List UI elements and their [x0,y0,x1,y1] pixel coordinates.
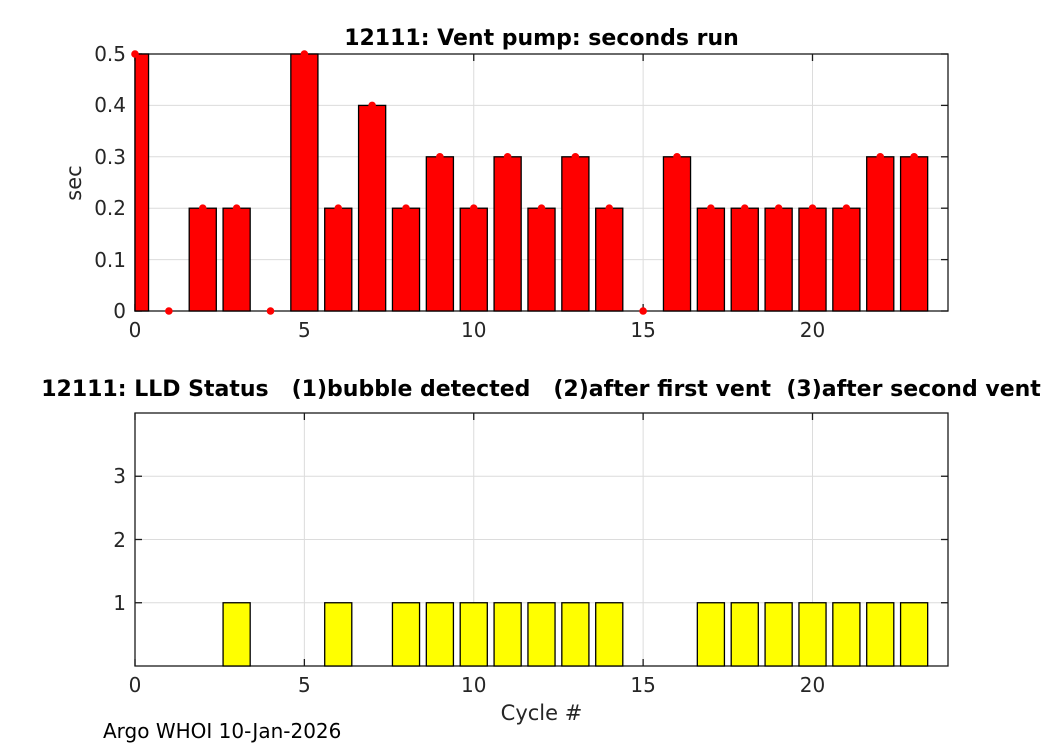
data-point-marker [571,153,580,161]
vent-seconds-bar [527,207,556,312]
data-point-marker [436,153,444,161]
lld-status-bar [324,602,353,667]
lld-status-bar [696,602,726,667]
data-point-marker [605,204,614,212]
lld-status-bar [832,602,861,667]
x-tick-label: 5 [298,318,311,342]
x-tick-label: 15 [630,318,656,342]
data-point-marker [876,153,885,161]
lld-status-bar [866,602,895,667]
lld-status-bar [798,602,827,667]
data-point-marker [707,204,715,212]
data-point-marker [673,153,681,161]
y-tick-label: 0.1 [94,247,126,272]
data-point-marker [402,204,410,212]
data-point-marker [368,101,376,110]
data-point-marker [910,153,918,161]
vent-seconds-bar [324,207,353,312]
vent-seconds-bar [493,156,522,312]
x-tick-label: 5 [298,673,311,697]
vent-seconds-bar [222,207,251,312]
vent-pump-chart-title: 12111: Vent pump: seconds run [344,26,739,51]
data-point-marker [469,204,478,212]
y-tick-label: 0.3 [94,144,126,169]
vent-seconds-bar [798,207,827,312]
data-point-marker [300,50,309,58]
y-tick-label: 0.5 [94,42,126,66]
lld-status-bar [459,602,488,667]
vent-seconds-bar [696,207,726,312]
lld-status-bar [222,602,251,667]
data-point-marker [639,307,647,315]
vent-seconds-bar [134,53,150,312]
x-tick-label: 0 [128,318,142,342]
lld-status-bar [899,602,929,667]
lld-status-bar [391,602,421,667]
data-point-marker [232,204,241,212]
vent-seconds-bar [595,207,624,312]
x-tick-label: 20 [799,318,826,342]
lld-status-bar [561,602,590,667]
x-tick-label: 0 [128,673,142,697]
y-tick-label: 2 [113,527,126,552]
data-point-marker [774,204,783,212]
lld-status-bar [764,602,793,667]
lld-status-bar [730,602,759,667]
y-tick-label: 1 [113,590,126,615]
x-tick-label: 10 [461,318,487,342]
vent-seconds-bar [425,156,455,312]
data-point-marker [266,307,275,315]
vent-seconds-bar [764,207,793,312]
data-point-marker [131,50,139,58]
x-tick-label: 10 [461,673,487,697]
data-point-marker [165,307,173,315]
lld-status-bar [595,602,624,667]
lld-status-bar [527,602,556,667]
y-tick-label: 0.2 [94,196,126,221]
vent-seconds-bar [662,156,692,312]
data-point-marker [503,153,512,161]
data-point-marker [334,204,343,212]
vent-seconds-bar [730,207,759,312]
vent-seconds-bar [561,156,590,312]
y-tick-label: 0 [113,299,126,323]
data-point-marker [842,204,851,212]
x-tick-label: 20 [799,673,826,697]
lld-status-bar [493,602,522,667]
vent-seconds-bar [357,104,387,312]
footer-credit: Argo WHOI 10-Jan-2026 [103,719,342,743]
vent-seconds-bar [899,156,929,312]
data-point-marker [537,204,546,212]
data-point-marker [808,204,817,212]
y-tick-label: 0.4 [94,93,126,118]
vent-seconds-bar [459,207,488,312]
vent-seconds-bar [866,156,895,312]
cycle-number-xlabel: Cycle # [500,701,583,725]
lld-status-bar [425,602,455,667]
vent-seconds-bar [832,207,861,312]
y-tick-label: 3 [113,464,126,489]
data-point-marker [740,204,749,212]
vent-seconds-bar [290,53,319,312]
x-tick-label: 15 [630,673,656,697]
lld-status-chart-title: 12111: LLD Status (1)bubble detected (2)… [41,377,1041,402]
vent-seconds-bar [391,207,421,312]
data-point-marker [198,204,207,212]
vent-seconds-bar [188,207,217,312]
